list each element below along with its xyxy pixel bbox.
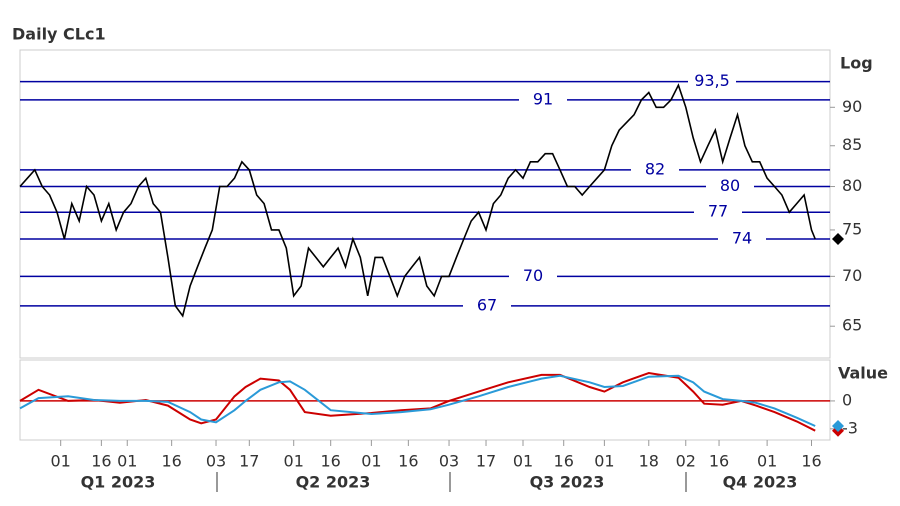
x-tick-label: 16 — [554, 452, 574, 471]
y-tick-label: 70 — [842, 266, 862, 285]
level-label: 93,5 — [694, 71, 730, 90]
x-tick-label: 01 — [51, 452, 71, 471]
y-tick-label: 80 — [842, 176, 862, 195]
series-line — [19, 374, 816, 427]
quarter-label: Q1 2023 — [81, 473, 156, 492]
x-tick-label: 16 — [801, 452, 821, 471]
x-tick-label: 03 — [206, 452, 226, 471]
level-label: 74 — [732, 228, 752, 247]
quarter-separators — [216, 472, 687, 492]
level-label: 77 — [708, 202, 728, 221]
series-line — [19, 371, 816, 432]
level-label-bg — [706, 177, 754, 196]
x-tick-label: 16 — [161, 452, 181, 471]
quarter-label: Q2 2023 — [296, 473, 371, 492]
series-line — [19, 83, 816, 318]
level-label: 80 — [720, 176, 740, 195]
chart-title: Daily CLc1 — [12, 25, 106, 44]
x-tick-label: 02 — [676, 452, 696, 471]
scale-label: Log — [840, 54, 873, 73]
level-label-bg — [509, 267, 557, 286]
x-tick-label: 03 — [439, 452, 459, 471]
x-tick-label: 01 — [513, 452, 533, 471]
level-label-bg — [463, 296, 511, 315]
y-tick-label: 65 — [842, 316, 862, 335]
x-tick-label: 17 — [476, 452, 496, 471]
x-tick-label: 01 — [284, 452, 304, 471]
last-value-marker — [832, 232, 844, 245]
level-label-bg — [688, 72, 736, 91]
x-tick-label: 16 — [321, 452, 341, 471]
y-tick-label: 90 — [842, 97, 862, 116]
level-label-bg — [694, 203, 742, 222]
x-tick-label: 01 — [594, 452, 614, 471]
level-label-bg — [631, 160, 679, 179]
level-label-bg — [718, 229, 766, 248]
y-tick-label: 0 — [842, 390, 852, 409]
x-tick-label: 16 — [709, 452, 729, 471]
level-label: 82 — [645, 159, 665, 178]
level-label: 67 — [477, 295, 497, 314]
level-label-bg — [519, 90, 567, 109]
x-tick-label: 01 — [361, 452, 381, 471]
x-tick-label: 01 — [117, 452, 137, 471]
x-tick-label: 18 — [639, 452, 659, 471]
x-tick-label: 16 — [91, 452, 111, 471]
x-tick-label: 01 — [757, 452, 777, 471]
quarter-label: Q3 2023 — [530, 473, 605, 492]
level-label: 70 — [523, 266, 543, 285]
level-label: 91 — [533, 89, 553, 108]
y-tick-label: 85 — [842, 135, 862, 154]
price-panel — [19, 49, 831, 359]
scale-label: Value — [838, 364, 888, 383]
quarter-label: Q4 2023 — [723, 473, 798, 492]
x-tick-label: 16 — [398, 452, 418, 471]
last-value-marker — [832, 420, 844, 433]
y-tick-label: -3 — [842, 418, 858, 437]
x-tick-label: 17 — [239, 452, 259, 471]
y-tick-label: 75 — [842, 219, 862, 238]
